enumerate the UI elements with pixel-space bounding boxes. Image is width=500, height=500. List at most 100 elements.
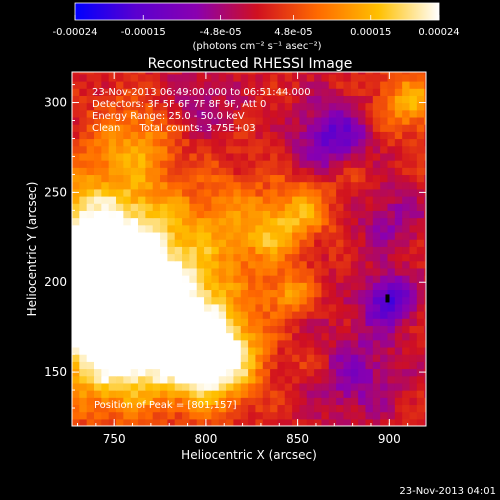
heatmap-cell	[108, 72, 117, 75]
heatmap-cell	[182, 102, 190, 111]
heatmap-cell	[211, 145, 220, 154]
heatmap-cell	[380, 181, 389, 190]
y-tick-label: 150	[44, 365, 67, 379]
heatmap-cell	[72, 404, 80, 413]
heatmap-cell	[262, 217, 271, 226]
heatmap-cell	[167, 246, 176, 255]
heatmap-cell	[409, 282, 418, 291]
heatmap-cell	[86, 332, 95, 341]
heatmap-cell	[152, 296, 161, 305]
heatmap-cell	[233, 282, 242, 291]
heatmap-cell	[328, 116, 337, 125]
heatmap-cell	[328, 239, 337, 247]
heatmap-cell	[189, 217, 198, 226]
heatmap-cell	[233, 224, 242, 233]
footer-date: 23-Nov-2013 04:01	[399, 486, 496, 497]
heatmap-cell	[350, 411, 359, 420]
heatmap-cell	[94, 325, 102, 334]
heatmap-cell	[94, 116, 102, 125]
heatmap-cell	[72, 167, 80, 176]
heatmap-cell	[145, 275, 154, 283]
heatmap-cell	[314, 339, 323, 348]
heatmap-cell	[424, 310, 426, 319]
heatmap-cell	[255, 167, 264, 176]
heatmap-cell	[394, 354, 403, 362]
heatmap-cell	[160, 224, 168, 233]
colorbar-tick-label: 0.00024	[418, 27, 459, 38]
heatmap-cell	[72, 318, 80, 326]
heatmap-cell	[350, 375, 359, 384]
heatmap-cell	[416, 260, 425, 269]
heatmap-cell	[365, 318, 374, 326]
heatmap-cell	[328, 332, 337, 341]
heatmap-cell	[255, 203, 264, 211]
heatmap-cell	[328, 303, 337, 312]
heatmap-cell	[79, 332, 88, 341]
heatmap-cell	[145, 404, 154, 413]
heatmap-cell	[211, 188, 220, 197]
heatmap-cell	[108, 80, 117, 89]
heatmap-cell	[306, 418, 315, 426]
heatmap-cell	[343, 382, 352, 391]
heatmap-cell	[336, 390, 345, 398]
heatmap-cell	[196, 224, 205, 233]
heatmap-cell	[270, 160, 279, 168]
heatmap-cell	[277, 131, 286, 140]
heatmap-cell	[270, 260, 279, 269]
heatmap-cell	[196, 404, 205, 413]
heatmap-cell	[321, 382, 330, 391]
heatmap-cell	[292, 131, 301, 140]
heatmap-cell	[108, 303, 117, 312]
heatmap-cell	[299, 346, 308, 355]
colorbar-tick-label: -0.00024	[53, 27, 98, 38]
heatmap-cell	[152, 282, 161, 291]
heatmap-cell	[116, 332, 124, 341]
heatmap-cell	[108, 346, 117, 355]
heatmap-cell	[270, 339, 279, 348]
heatmap-cell	[350, 418, 359, 426]
heatmap-cell	[350, 346, 359, 355]
heatmap-cell	[233, 310, 242, 319]
heatmap-cell	[108, 397, 117, 406]
heatmap-cell	[262, 246, 271, 255]
heatmap-cell	[292, 418, 301, 426]
heatmap-cell	[152, 95, 161, 104]
heatmap-cell	[284, 282, 293, 291]
heatmap-cell	[387, 275, 396, 283]
heatmap-cell	[167, 325, 176, 334]
heatmap-cell	[284, 124, 293, 132]
heatmap-cell	[116, 72, 124, 75]
heatmap-cell	[284, 210, 293, 219]
heatmap-cell	[336, 167, 345, 176]
heatmap-cell	[365, 95, 374, 104]
heatmap-cell	[72, 354, 80, 362]
heatmap-cell	[138, 73, 146, 82]
heatmap-cell	[182, 361, 190, 370]
heatmap-cell	[130, 318, 139, 326]
heatmap-cell	[394, 418, 403, 426]
heatmap-cell	[189, 195, 198, 204]
heatmap-cell	[350, 339, 359, 348]
heatmap-cell	[152, 346, 161, 355]
heatmap-cell	[262, 88, 271, 96]
heatmap-cell	[204, 361, 212, 370]
heatmap-cell	[372, 318, 381, 326]
heatmap-cell	[152, 102, 161, 111]
heatmap-cell	[116, 203, 124, 211]
heatmap-cell	[101, 361, 110, 370]
x-tick-label: 850	[286, 432, 309, 446]
heatmap-cell	[306, 361, 315, 370]
heatmap-cell	[72, 102, 80, 111]
heatmap-cell	[211, 181, 220, 190]
heatmap-cell	[211, 124, 220, 132]
heatmap-cell	[409, 354, 418, 362]
heatmap-cell	[380, 167, 389, 176]
heatmap-cell	[255, 375, 264, 384]
heatmap-cell	[138, 116, 146, 125]
heatmap-cell	[292, 397, 301, 406]
heatmap-cell	[189, 231, 198, 240]
heatmap-cell	[145, 239, 154, 247]
heatmap-cell	[196, 131, 205, 140]
heatmap-cell	[72, 73, 80, 82]
heatmap-cell	[424, 260, 426, 269]
